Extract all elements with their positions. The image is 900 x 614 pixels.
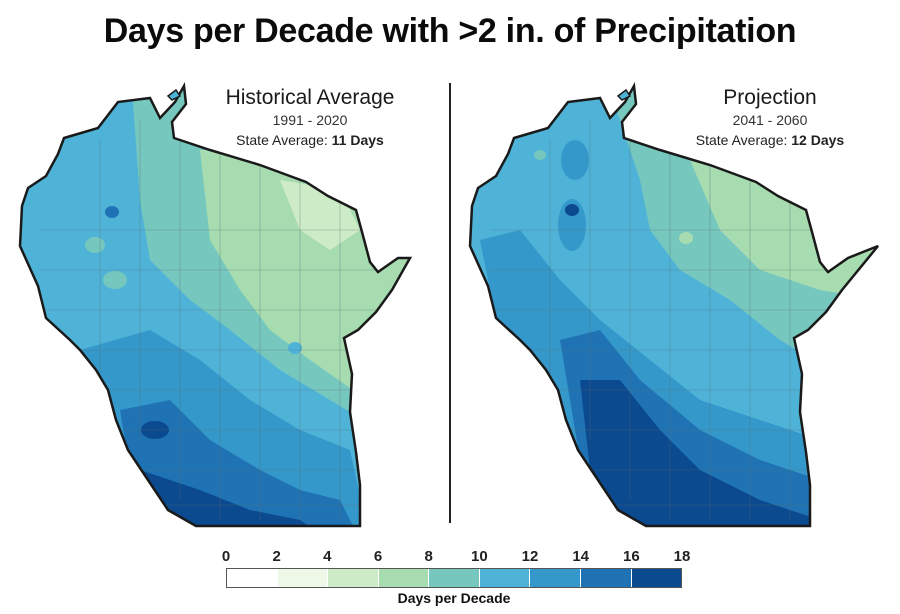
legend-bin-3 xyxy=(378,569,430,587)
legend-ticks: 0 2 4 6 8 10 12 14 16 18 xyxy=(222,548,691,568)
historical-title: Historical Average xyxy=(225,86,395,109)
projection-label: Projection 2041 - 2060 State Average: 12… xyxy=(640,86,900,150)
legend-tick-label: 2 xyxy=(272,548,281,565)
page-title: Days per Decade with >2 in. of Precipita… xyxy=(103,12,797,50)
legend-tick-label: 16 xyxy=(622,548,640,565)
historical-period: 1991 - 2020 xyxy=(272,112,348,128)
projection-state-average: State Average: 12 Days xyxy=(695,132,845,148)
legend-bin-7 xyxy=(580,569,632,587)
historical-state-average: State Average: 11 Days xyxy=(236,132,384,148)
legend-caption: Days per Decade xyxy=(397,590,511,606)
legend-bin-1 xyxy=(277,569,329,587)
legend-bin-0 xyxy=(227,569,278,587)
legend-tick-label: 4 xyxy=(323,548,332,565)
projection-title: Projection xyxy=(723,86,817,109)
legend-tick-label: 14 xyxy=(572,548,589,565)
legend-bin-8 xyxy=(631,569,682,587)
legend-bin-4 xyxy=(429,569,480,587)
color-legend: 0 2 4 6 8 10 12 14 16 18 Days per Decade xyxy=(222,548,691,606)
legend-tick-label: 18 xyxy=(673,548,691,565)
legend-tick-label: 8 xyxy=(424,548,433,565)
legend-tick-label: 10 xyxy=(470,548,488,565)
legend-tick-label: 0 xyxy=(221,548,231,565)
legend-bin-6 xyxy=(530,569,581,587)
legend-tick-label: 12 xyxy=(521,548,539,565)
legend-bin-2 xyxy=(328,569,379,587)
legend-color-bar xyxy=(226,568,682,588)
map-divider xyxy=(449,83,451,523)
historical-label: Historical Average 1991 - 2020 State Ave… xyxy=(180,86,440,150)
legend-bin-5 xyxy=(479,569,531,587)
legend-tick-label: 6 xyxy=(373,548,383,565)
projection-period: 2041 - 2060 xyxy=(732,112,808,128)
